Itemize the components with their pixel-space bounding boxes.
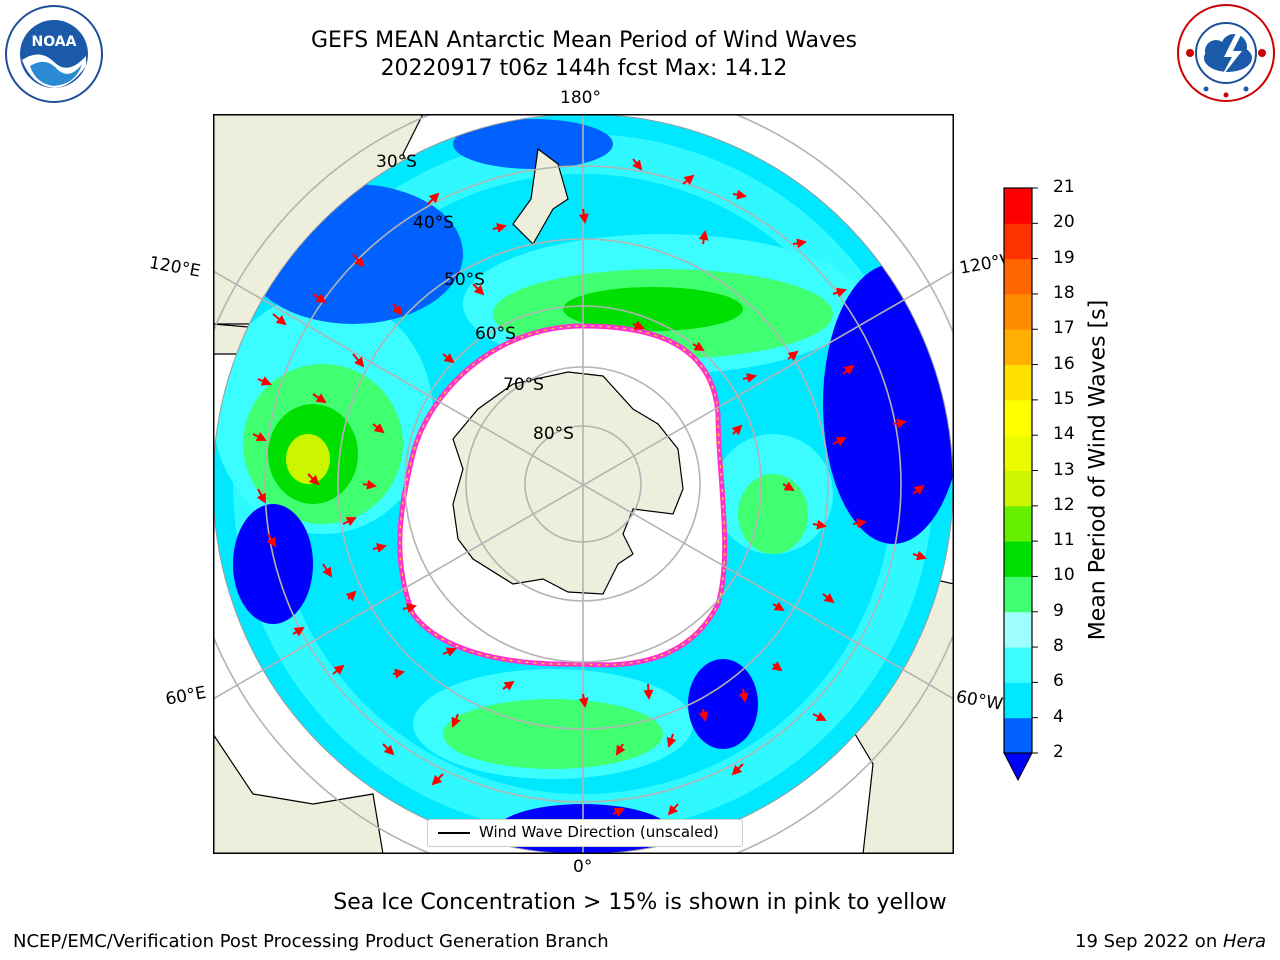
- colorbar-tick-marks: [1032, 187, 1038, 754]
- colorbar-tick-label: 10: [1053, 565, 1075, 586]
- wind-wave-arrows: [252, 158, 927, 818]
- lat-label-60s: 60°S: [475, 324, 516, 344]
- colorbar-tick-label: 8: [1053, 636, 1064, 657]
- noaa-logo: NOAA: [5, 5, 103, 103]
- colorbar-segment: [1004, 505, 1032, 542]
- colorbar-segment: [1004, 435, 1032, 471]
- lat-label-80s: 80°S: [533, 424, 574, 444]
- colorbar-tick-label: 13: [1053, 459, 1075, 480]
- colorbar-tick-label: 11: [1053, 530, 1075, 551]
- lon-label-60e: 60°E: [164, 682, 208, 710]
- colorbar-segment: [1004, 576, 1032, 613]
- new-zealand: [512, 147, 569, 245]
- run-date-text: 19 Sep 2022 on: [1075, 931, 1223, 952]
- colorbar-tick-label: 21: [1053, 177, 1075, 197]
- colorbar-segment: [1004, 399, 1032, 436]
- colorbar-tick-label: 2: [1053, 742, 1064, 762]
- lon-label-0: 0°: [573, 857, 593, 877]
- graticule: [213, 114, 954, 854]
- run-date: 19 Sep 2022 on Hera: [1075, 931, 1266, 952]
- chart-title: GEFS MEAN Antarctic Mean Period of Wind …: [311, 28, 857, 53]
- colorbar-label: Mean Period of Wind Waves [s]: [1085, 299, 1111, 641]
- colorbar-tick-label: 20: [1053, 212, 1075, 233]
- colorbar-segment: [1004, 188, 1032, 224]
- svg-text:NOAA: NOAA: [32, 34, 77, 50]
- colorbar-segment: [1004, 293, 1032, 330]
- colorbar-segment: [1004, 223, 1032, 260]
- lat-label-30s: 30°S: [376, 152, 417, 172]
- colorbar-tick-label: 16: [1053, 353, 1075, 374]
- lat-label-40s: 40°S: [413, 213, 454, 233]
- colorbar-tick-label: 12: [1053, 494, 1075, 515]
- colorbar-tick-label: 9: [1053, 600, 1064, 621]
- colorbar-segment: [1004, 329, 1032, 366]
- colorbar-segment: [1004, 682, 1032, 719]
- colorbar-tick-label: 6: [1053, 671, 1064, 692]
- lat-label-50s: 50°S: [444, 270, 485, 290]
- colorbar: [1003, 187, 1038, 782]
- colorbar-segments: [1004, 188, 1032, 754]
- colorbar-segment: [1004, 541, 1032, 577]
- colorbar-tick-label: 4: [1053, 706, 1064, 727]
- legend-label: Wind Wave Direction (unscaled): [479, 823, 719, 841]
- colorbar-tick-label: 18: [1053, 282, 1075, 303]
- colorbar-segment: [1004, 717, 1032, 754]
- colorbar-tick-label: 15: [1053, 388, 1075, 409]
- lat-label-70s: 70°S: [503, 375, 544, 395]
- colorbar-tick-label: 17: [1053, 318, 1075, 339]
- colorbar-segment: [1004, 611, 1032, 648]
- colorbar-segment: [1004, 364, 1032, 401]
- chart-subtitle: 20220917 t06z 144h fcst Max: 14.12: [380, 56, 788, 81]
- credit-text: NCEP/EMC/Verification Post Processing Pr…: [13, 931, 609, 952]
- lon-label-120e: 120°E: [147, 253, 202, 282]
- map-legend: Wind Wave Direction (unscaled): [427, 819, 743, 847]
- machine-name: Hera: [1222, 931, 1266, 952]
- antarctica: [452, 371, 684, 595]
- colorbar-tick-label: 19: [1053, 247, 1075, 268]
- lon-label-180: 180°: [560, 88, 601, 108]
- colorbar-segment: [1004, 470, 1032, 507]
- nws-logo: [1177, 4, 1275, 102]
- polar-map: [213, 114, 954, 854]
- sea-ice-note: Sea Ice Concentration > 15% is shown in …: [333, 890, 947, 915]
- legend-line-swatch: [438, 832, 470, 834]
- colorbar-tick-label: 14: [1053, 424, 1075, 445]
- colorbar-segment: [1004, 258, 1032, 295]
- colorbar-segment: [1004, 647, 1032, 683]
- colorbar-extend-arrow: [1003, 752, 1033, 782]
